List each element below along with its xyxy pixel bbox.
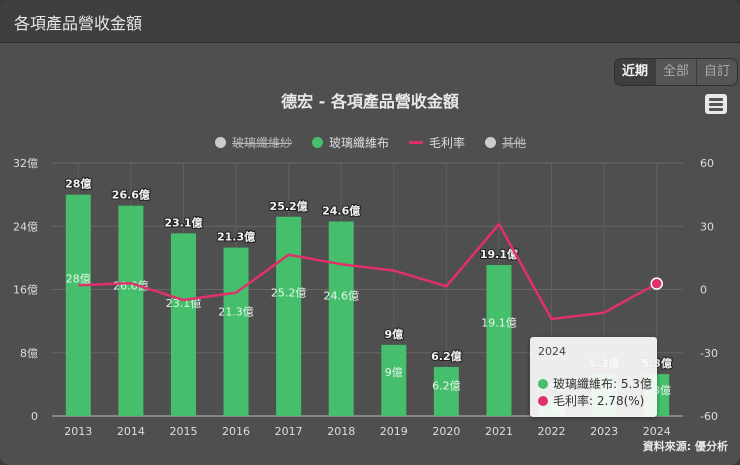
left-axis-tick: 8億 [20, 347, 38, 360]
bar-label-top: 24.6億 [322, 204, 360, 218]
legend-dot-icon [215, 137, 226, 148]
bar-label-top: 21.3億 [217, 230, 255, 244]
x-axis-tick: 2024 [643, 425, 671, 438]
legend-label: 玻璃纖維紗 [232, 136, 293, 150]
bar[interactable] [433, 366, 459, 416]
card-header: 各項產品營收金額 [0, 0, 740, 43]
tooltip: 2024 玻璃纖維布: 5.3億 毛利率: 2.78(%) [530, 337, 657, 417]
bar-label-top: 26.6億 [112, 188, 150, 202]
legend-item-other[interactable]: 其他 [485, 134, 526, 151]
legend-item-fiber-cloth[interactable]: 玻璃纖維布 [312, 134, 389, 151]
tooltip-row-gross-margin: 毛利率: 2.78(%) [538, 392, 644, 409]
left-axis-tick: 0 [31, 410, 38, 423]
range-selector: 近期 全部 自訂 [614, 58, 739, 86]
legend-label: 玻璃纖維布 [329, 136, 390, 150]
right-axis-tick: -30 [700, 347, 718, 360]
bar-label-inner: 9億 [385, 366, 403, 379]
bar-label-inner: 25.2億 [271, 286, 307, 299]
x-axis-tick: 2013 [64, 425, 92, 438]
x-axis-tick: 2022 [538, 425, 566, 438]
bar-label-top: 9億 [384, 327, 403, 341]
right-axis-tick: -60 [700, 410, 718, 423]
bar-label-inner: 24.6億 [323, 289, 359, 302]
bar-label-top: 28億 [65, 177, 91, 191]
bar-label-top: 19.1億 [480, 247, 518, 261]
legend-dot-icon [312, 137, 324, 148]
x-axis-tick: 2020 [432, 425, 460, 438]
left-axis-tick: 16億 [13, 284, 38, 297]
bar-label-inner: 21.3億 [218, 306, 254, 319]
hover-marker[interactable] [650, 277, 663, 290]
legend-label: 毛利率 [429, 136, 466, 150]
right-axis-tick: 30 [700, 220, 714, 233]
tooltip-row-fiber-cloth: 玻璃纖維布: 5.3億 [538, 375, 652, 392]
hamburger-menu-icon[interactable] [705, 94, 727, 114]
card-title: 各項產品營收金額 [14, 14, 143, 33]
tooltip-year: 2024 [538, 345, 566, 358]
legend-item-fiber-yarn[interactable]: 玻璃纖維紗 [215, 134, 292, 151]
bar[interactable] [328, 221, 354, 416]
x-axis-tick: 2021 [485, 425, 513, 438]
legend-line-icon [409, 141, 424, 144]
range-button-all[interactable]: 全部 [655, 59, 696, 85]
x-axis-tick: 2017 [275, 425, 303, 438]
range-button-recent[interactable]: 近期 [615, 59, 656, 85]
chart-title: 德宏 - 各項產品營收金額 [281, 92, 459, 111]
legend-label: 其他 [502, 136, 527, 150]
bar[interactable] [276, 216, 302, 416]
legend-item-gross-margin[interactable]: 毛利率 [409, 134, 465, 151]
legend-dot-icon [485, 137, 497, 148]
right-axis-tick: 60 [700, 157, 714, 170]
bar[interactable] [381, 344, 407, 416]
tooltip-dot-icon [538, 378, 548, 389]
bar-label-top: 6.2億 [431, 349, 462, 363]
gross-margin-line[interactable] [78, 222, 658, 321]
x-axis-tick: 2019 [380, 425, 408, 438]
tooltip-dot-icon [538, 395, 548, 406]
bar[interactable] [223, 247, 249, 416]
x-axis-tick: 2023 [590, 425, 618, 438]
left-axis-tick: 32億 [13, 157, 38, 170]
left-axis-tick: 24億 [13, 220, 38, 233]
bar[interactable] [170, 233, 196, 416]
bar-label-inner: 19.1億 [481, 316, 517, 329]
bar-label-inner: 28億 [66, 273, 91, 286]
chart-legend: 玻璃纖維紗 玻璃纖維布 毛利率 其他 [215, 134, 526, 151]
x-axis-tick: 2015 [169, 425, 197, 438]
range-button-custom[interactable]: 自訂 [696, 59, 737, 85]
bar-label-top: 25.2億 [270, 199, 308, 213]
bar-label-top: 23.1億 [164, 215, 202, 229]
bar[interactable] [118, 205, 144, 416]
tooltip-value: 毛利率: 2.78(%) [553, 394, 645, 408]
bar[interactable] [65, 194, 91, 416]
x-axis-tick: 2016 [222, 425, 250, 438]
right-axis-tick: 0 [700, 284, 707, 297]
source-credit: 資料來源: 優分析 [642, 440, 728, 453]
bar[interactable] [486, 264, 512, 416]
tooltip-value: 玻璃纖維布: 5.3億 [553, 377, 652, 391]
bar-label-inner: 6.2億 [432, 380, 461, 393]
x-axis-tick: 2018 [327, 425, 355, 438]
x-axis-tick: 2014 [117, 425, 145, 438]
